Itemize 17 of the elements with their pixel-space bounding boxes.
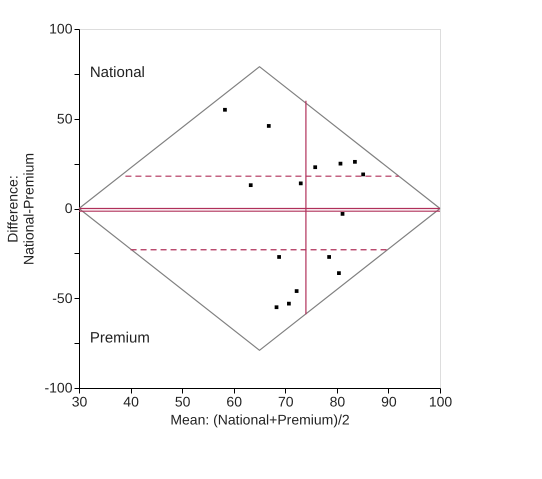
x-tick-label: 90 [381, 394, 397, 410]
y-tick-label: 100 [49, 20, 73, 36]
x-tick-label: 80 [330, 394, 346, 410]
x-tick-label: 100 [428, 394, 452, 410]
y-axis-title: Difference: National-Premium [4, 152, 36, 266]
x-tick-label: 50 [174, 394, 191, 410]
x-axis-title: Mean: (National+Premium)/2 [170, 412, 350, 428]
y-tick-label: 50 [56, 110, 73, 126]
annotation: National [90, 64, 145, 82]
y-tick-label: -100 [44, 380, 73, 396]
x-tick-label: 60 [226, 394, 242, 410]
x-tick-label: 70 [278, 394, 294, 410]
x-tick-label: 30 [72, 394, 88, 410]
annotation: Premium [90, 330, 150, 347]
y-tick-label: -50 [52, 290, 73, 306]
x-tick-label: 40 [123, 394, 140, 410]
y-tick-label: 0 [64, 200, 73, 216]
